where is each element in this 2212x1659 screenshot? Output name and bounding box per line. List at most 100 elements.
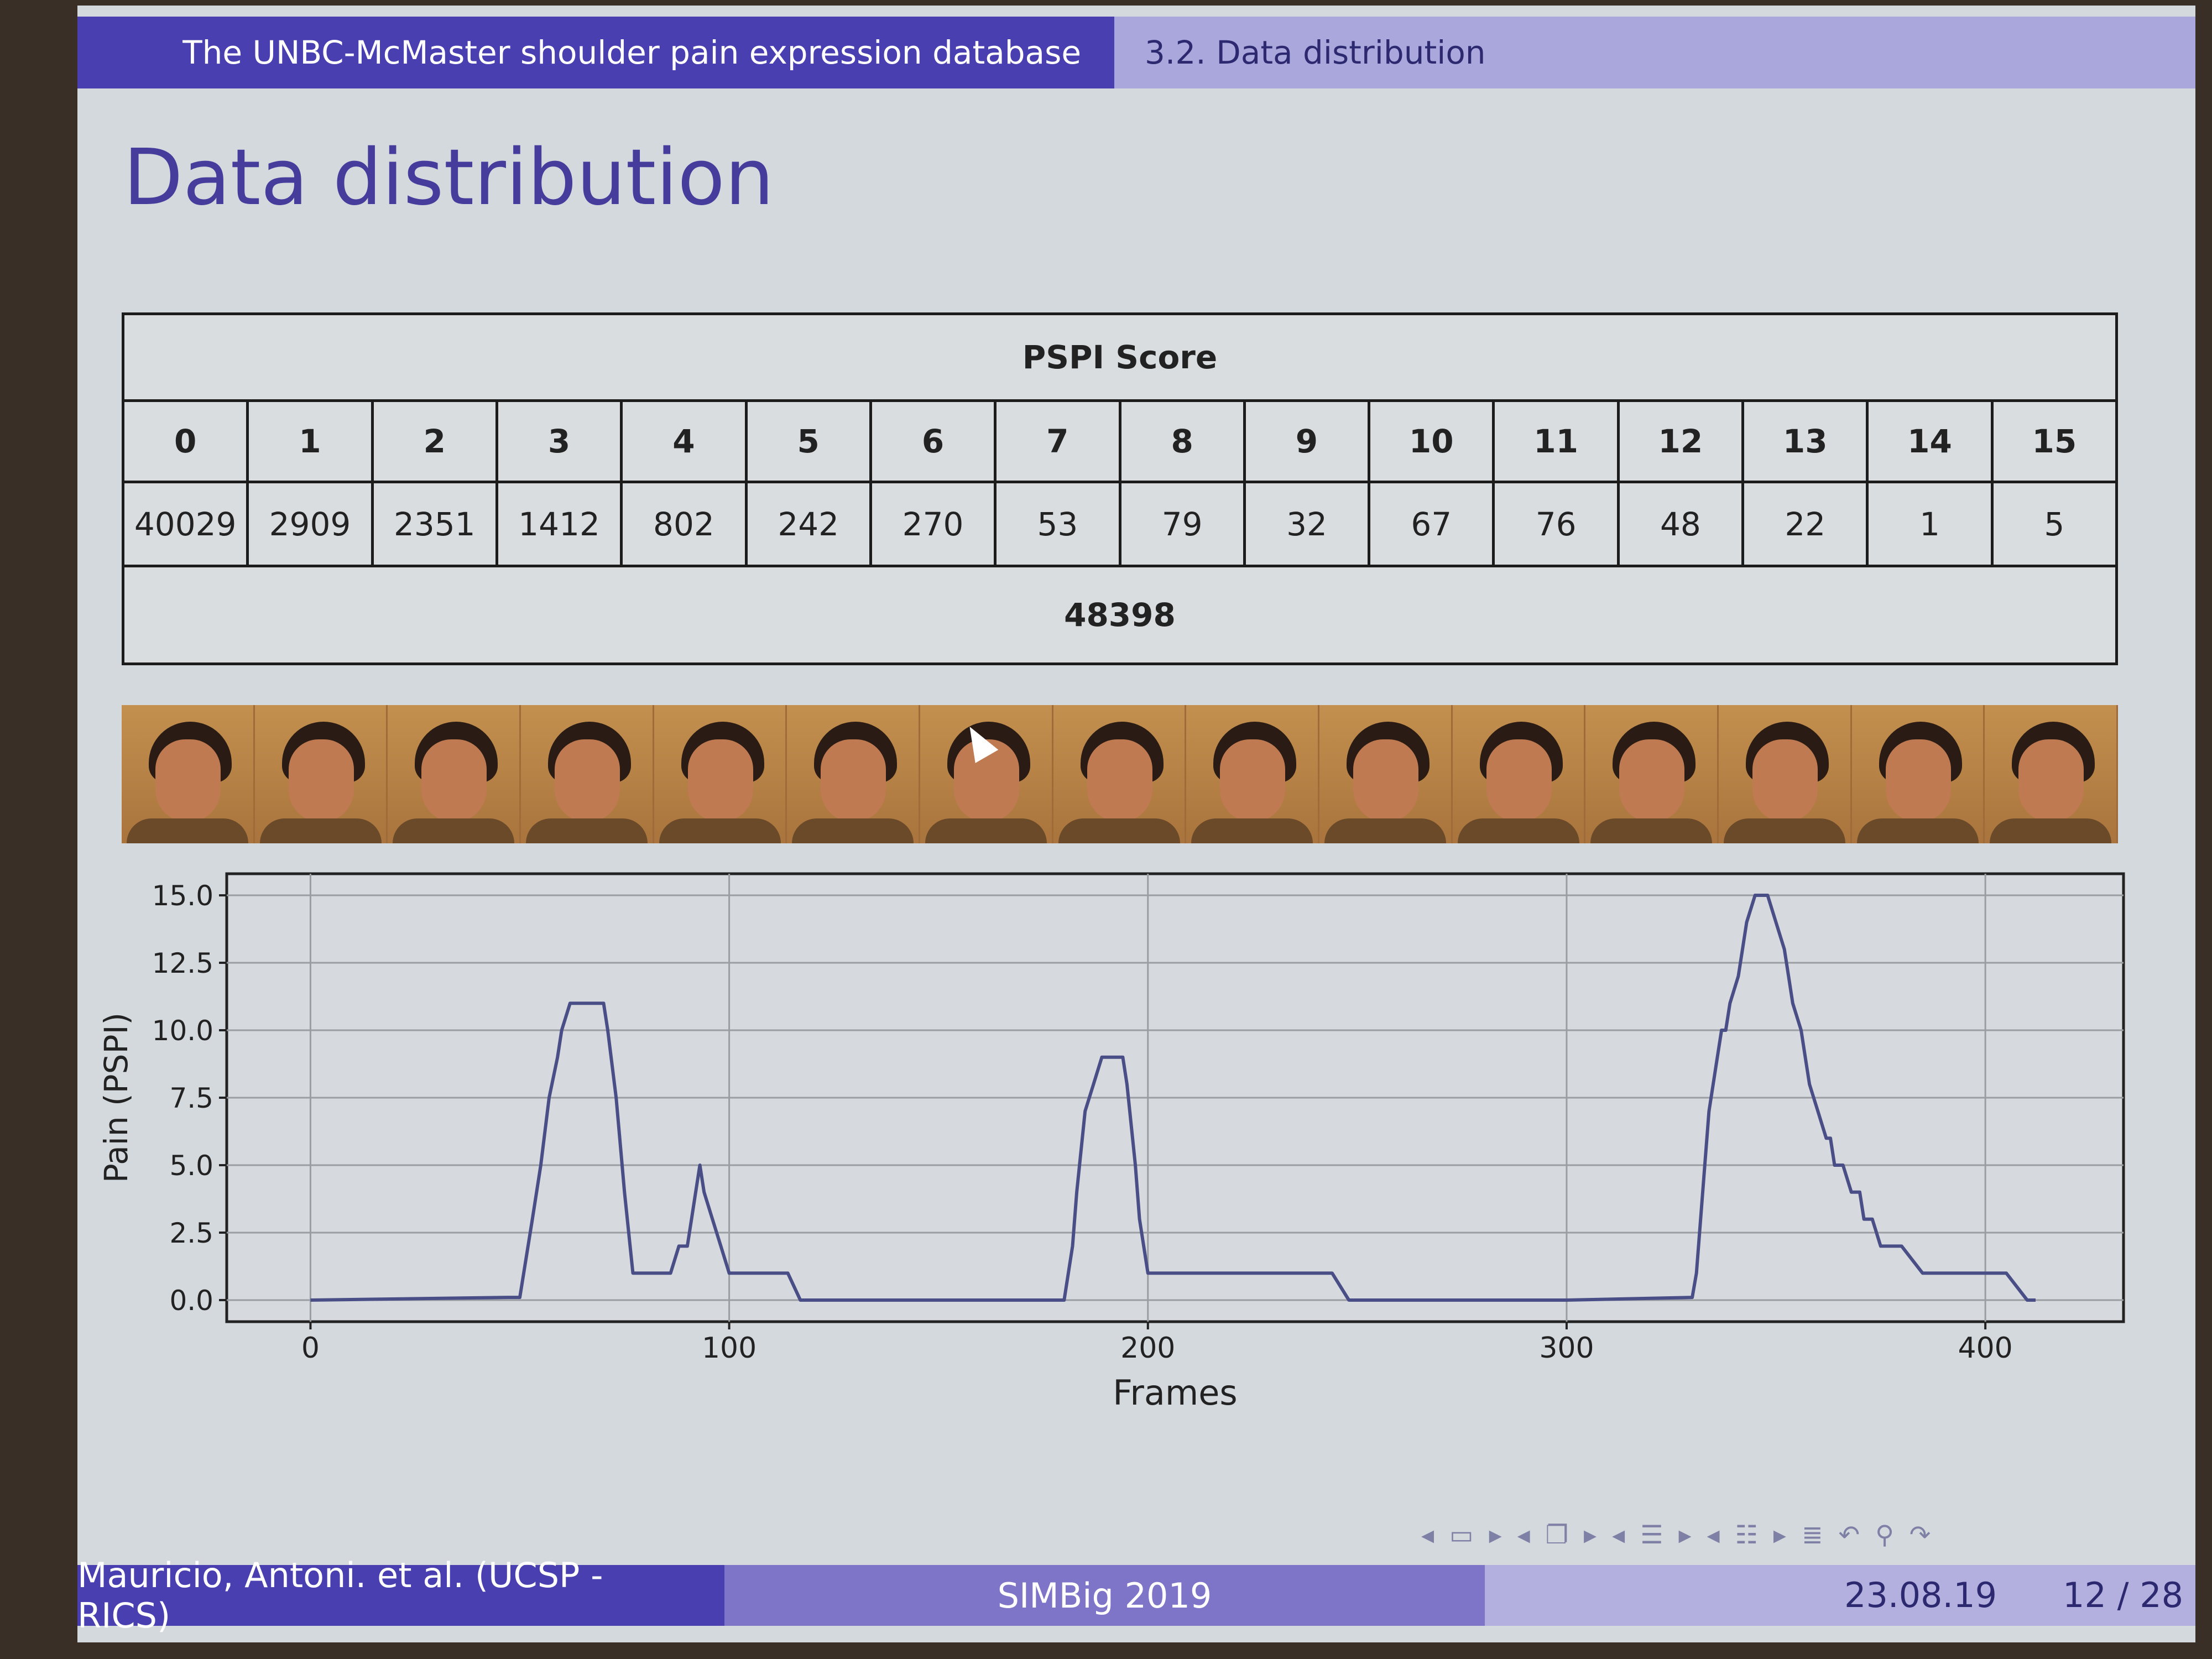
face-frame-shirt <box>1723 818 1845 843</box>
nav-next-icon[interactable]: ▸ <box>1584 1520 1597 1550</box>
header-section[interactable]: The UNBC-McMaster shoulder pain expressi… <box>77 17 1114 88</box>
nav-next-icon[interactable]: ▸ <box>1489 1520 1502 1550</box>
face-frame-shirt <box>1058 818 1180 843</box>
nav-prev-icon[interactable]: ◂ <box>1421 1520 1434 1550</box>
face-frame-skin <box>155 739 221 822</box>
face-frame <box>254 705 388 843</box>
count-cell: 242 <box>744 481 872 567</box>
nav-next-icon[interactable]: ▸ <box>1678 1520 1692 1550</box>
y-tick-label: 7.5 <box>169 1082 213 1114</box>
count-cell: 2909 <box>246 481 374 567</box>
toc-icon[interactable]: ≣ <box>1801 1520 1823 1550</box>
pain-series-line <box>310 894 2036 1302</box>
footer-bar: Mauricio, Antoni. et al. (UCSP - RICS) S… <box>77 1555 2195 1636</box>
face-frame-shirt <box>126 818 248 843</box>
score-header: 8 <box>1118 399 1246 483</box>
header-bar: The UNBC-McMaster shoulder pain expressi… <box>77 17 2195 88</box>
undo-icon[interactable]: ↶ <box>1838 1520 1860 1550</box>
face-frame-shirt <box>525 818 648 843</box>
count-cell: 802 <box>620 481 748 567</box>
footer-event[interactable]: SIMBig 2019 <box>724 1565 1485 1626</box>
face-frame-skin <box>1353 739 1418 822</box>
face-frame <box>388 705 521 843</box>
face-frame-skin <box>821 739 886 822</box>
footer-date: 23.08.19 <box>1844 1575 1997 1615</box>
face-frame <box>1719 705 1852 843</box>
face-frame-skin <box>2018 739 2084 822</box>
score-header: 0 <box>121 399 249 483</box>
face-frame-shirt <box>1324 818 1446 843</box>
total-count: 48398 <box>122 565 2118 665</box>
face-frame <box>1186 705 1320 843</box>
beamer-navigation: ◂ ▭ ▸ ◂ ❐ ▸ ◂ ☰ ▸ ◂ ☷ ▸ ≣ ↶ ⚲ ↷ <box>1421 1518 1931 1551</box>
score-header: 12 <box>1616 399 1745 483</box>
face-frame-shirt <box>1191 818 1313 843</box>
count-cell: 76 <box>1492 481 1620 567</box>
face-frame-skin <box>687 739 753 822</box>
score-header: 11 <box>1492 399 1620 483</box>
score-header: 1 <box>246 399 374 483</box>
count-cell: 67 <box>1368 481 1495 567</box>
face-frame-shirt <box>1457 818 1579 843</box>
count-cell: 1412 <box>495 481 623 567</box>
nav-prev-icon[interactable]: ◂ <box>1707 1520 1720 1550</box>
y-tick-label: 15.0 <box>152 880 213 912</box>
y-tick-label: 2.5 <box>169 1217 213 1249</box>
footer-info: 23.08.19 12 / 28 <box>1485 1565 2195 1626</box>
y-tick-label: 5.0 <box>169 1150 213 1182</box>
x-tick-label: 300 <box>1539 1332 1594 1365</box>
section-icon[interactable]: ❐ <box>1545 1520 1568 1550</box>
y-tick-label: 0.0 <box>169 1285 213 1317</box>
y-tick-label: 10.0 <box>152 1015 213 1047</box>
face-frame-shirt <box>1856 818 1979 843</box>
score-header: 4 <box>620 399 748 483</box>
x-tick-label: 100 <box>702 1332 757 1365</box>
face-frame <box>787 705 921 843</box>
face-frame-skin <box>1885 739 1951 822</box>
nav-prev-icon[interactable]: ◂ <box>1517 1520 1530 1550</box>
count-cell: 22 <box>1741 481 1869 567</box>
score-header: 5 <box>744 399 872 483</box>
face-frame-shirt <box>259 818 382 843</box>
nav-next-icon[interactable]: ▸ <box>1773 1520 1786 1550</box>
face-frame <box>1585 705 1719 843</box>
count-cell: 270 <box>869 481 997 567</box>
score-header: 14 <box>1866 399 1994 483</box>
score-header: 13 <box>1741 399 1869 483</box>
slide-title: Data distribution <box>123 133 774 223</box>
slide: The UNBC-McMaster shoulder pain expressi… <box>77 6 2195 1642</box>
face-frame <box>1452 705 1586 843</box>
face-frame <box>122 705 255 843</box>
face-frame-skin <box>1486 739 1552 822</box>
face-frame-skin <box>1619 739 1685 822</box>
pspi-table: PSPI Score 0 1 2 3 4 5 6 7 8 9 10 11 12 … <box>121 312 2119 665</box>
score-header: 9 <box>1243 399 1371 483</box>
y-axis-label: Pain (PSPI) <box>97 1013 135 1183</box>
list-icon[interactable]: ☷ <box>1735 1520 1758 1550</box>
face-frame <box>654 705 787 843</box>
x-tick-label: 200 <box>1120 1332 1175 1365</box>
x-axis-label: Frames <box>1113 1373 1237 1413</box>
face-frame-skin <box>1087 739 1152 822</box>
face-frame-shirt <box>925 818 1047 843</box>
redo-icon[interactable]: ↷ <box>1909 1520 1931 1550</box>
face-frame <box>920 705 1053 843</box>
y-tick-label: 12.5 <box>152 947 213 979</box>
score-header: 3 <box>495 399 623 483</box>
face-frame <box>1985 705 2119 843</box>
count-cell: 1 <box>1866 481 1994 567</box>
score-header: 2 <box>371 399 498 483</box>
score-header: 10 <box>1368 399 1495 483</box>
footer-author[interactable]: Mauricio, Antoni. et al. (UCSP - RICS) <box>77 1555 724 1636</box>
score-row: 0 1 2 3 4 5 6 7 8 9 10 11 12 13 14 15 <box>121 399 2119 483</box>
face-frame-skin <box>288 739 354 822</box>
search-icon[interactable]: ⚲ <box>1875 1520 1894 1550</box>
header-subsection[interactable]: 3.2. Data distribution <box>1114 17 2195 88</box>
pspi-table-title: PSPI Score <box>122 312 2118 402</box>
count-cell: 5 <box>1990 481 2119 567</box>
nav-prev-icon[interactable]: ◂ <box>1612 1520 1625 1550</box>
count-cell: 2351 <box>371 481 498 567</box>
frame-icon[interactable]: ▭ <box>1449 1520 1474 1550</box>
face-frame-skin <box>421 739 487 822</box>
subsection-icon[interactable]: ☰ <box>1640 1520 1663 1550</box>
